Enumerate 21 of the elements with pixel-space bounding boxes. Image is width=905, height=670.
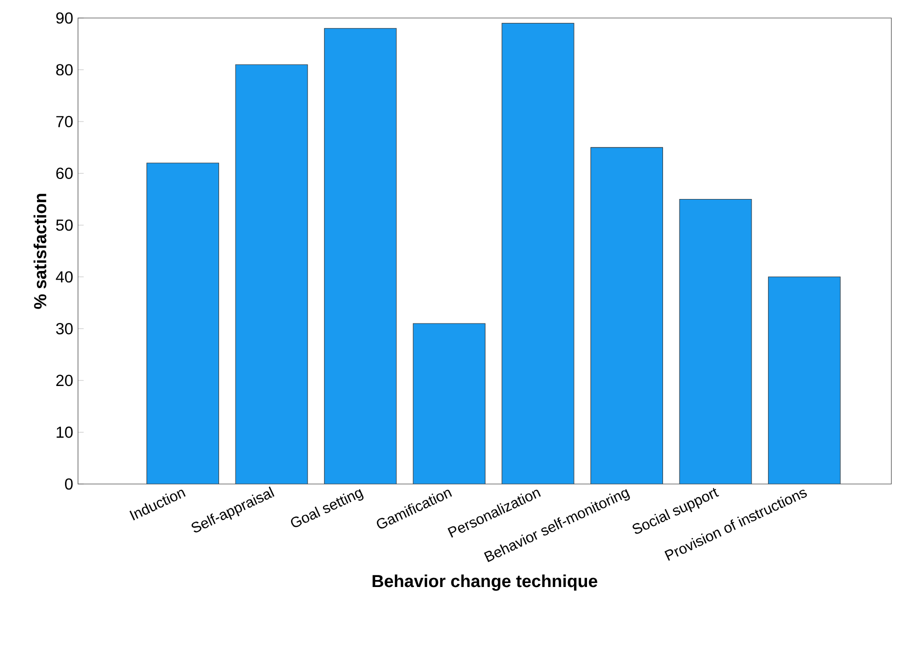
bar (236, 64, 308, 484)
y-tick-label: 50 (56, 219, 73, 231)
bar (146, 162, 219, 484)
y-tick-label: 70 (56, 116, 73, 128)
x-tick-label: Goal setting (291, 489, 364, 528)
y-axis-title: % satisfaction (34, 194, 46, 309)
y-tick-label: 60 (56, 168, 73, 179)
y-tick-label: 80 (56, 64, 73, 76)
y-tick-label: 40 (56, 271, 73, 283)
bar (413, 323, 486, 484)
bar (590, 147, 663, 484)
y-tick-label: 10 (56, 426, 73, 438)
bar (680, 199, 752, 484)
x-axis-title: Behavior change technique (372, 574, 598, 591)
y-tick-label: 30 (56, 323, 73, 334)
bar (502, 23, 574, 484)
bar (768, 276, 841, 484)
y-tick-label: 90 (56, 12, 73, 24)
y-tick-label: 20 (56, 374, 73, 386)
y-tick-label: 0 (65, 478, 73, 490)
bar (324, 28, 396, 484)
